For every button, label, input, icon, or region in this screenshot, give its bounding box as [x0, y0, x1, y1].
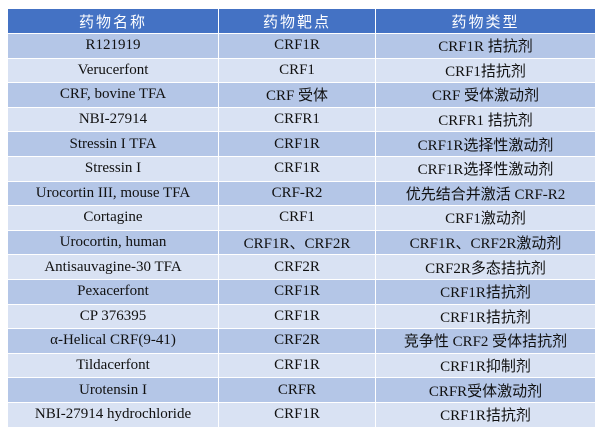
drug-type-cell: CRF1R、CRF2R激动剂 [375, 229, 596, 256]
header-drug-type: 药物类型 [375, 8, 596, 34]
drug-type-cell: 优先结合并激活 CRF-R2 [375, 180, 596, 207]
drug-type-cell: CRFR1 拮抗剂 [375, 106, 596, 133]
table-row: Cortagine CRF1 CRF1激动剂 [7, 205, 596, 231]
table-row: CP 376395 CRF1R CRF1R拮抗剂 [7, 303, 596, 330]
drug-name-cell: CRF, bovine TFA [7, 82, 219, 108]
drug-target-cell: CRF1R [218, 352, 376, 379]
drug-target-cell: CRF1R、CRF2R [218, 229, 376, 256]
drug-type-cell: CRF1R选择性激动剂 [375, 155, 596, 182]
drug-name-cell: Stressin I TFA [7, 131, 219, 157]
drug-target-cell: CRFR [218, 377, 376, 403]
drug-type-cell: CRF1拮抗剂 [375, 57, 596, 84]
table-row: NBI-27914 hydrochloride CRF1R CRF1R拮抗剂 [7, 401, 596, 428]
header-row: 药物名称 药物靶点 药物类型 [7, 8, 596, 34]
table-row: CRF, bovine TFA CRF 受体 CRF 受体激动剂 [7, 82, 596, 108]
table-row: Verucerfont CRF1 CRF1拮抗剂 [7, 57, 596, 84]
drug-name-cell: Stressin I [7, 155, 219, 182]
drug-type-cell: CRF1R抑制剂 [375, 352, 596, 379]
drug-target-cell: CRF2R [218, 254, 376, 280]
drug-type-cell: CRF1R拮抗剂 [375, 303, 596, 330]
drug-name-cell: Antisauvagine-30 TFA [7, 254, 219, 280]
table-row: R121919 CRF1R CRF1R 拮抗剂 [7, 33, 596, 59]
drug-name-cell: α-Helical CRF(9-41) [7, 328, 219, 354]
drug-type-cell: CRF1激动剂 [375, 205, 596, 231]
drug-type-cell: CRF1R 拮抗剂 [375, 33, 596, 59]
header-drug-target: 药物靶点 [218, 8, 376, 34]
drug-target-cell: CRF1R [218, 131, 376, 157]
table-row: Stressin I CRF1R CRF1R选择性激动剂 [7, 155, 596, 182]
drug-type-cell: CRF1R拮抗剂 [375, 278, 596, 305]
drug-type-cell: CRF1R拮抗剂 [375, 401, 596, 428]
drug-name-cell: Urotensin I [7, 377, 219, 403]
table-row: α-Helical CRF(9-41) CRF2R 竞争性 CRF2 受体拮抗剂 [7, 328, 596, 354]
drug-type-cell: 竞争性 CRF2 受体拮抗剂 [375, 328, 596, 354]
table-row: NBI-27914 CRFR1 CRFR1 拮抗剂 [7, 106, 596, 133]
drug-target-cell: CRF-R2 [218, 180, 376, 207]
drug-target-cell: CRF1 [218, 205, 376, 231]
drug-name-cell: NBI-27914 hydrochloride [7, 401, 219, 428]
drug-type-cell: CRF2R多态拮抗剂 [375, 254, 596, 280]
table-row: Stressin I TFA CRF1R CRF1R选择性激动剂 [7, 131, 596, 157]
table-row: Urocortin, human CRF1R、CRF2R CRF1R、CRF2R激动… [7, 229, 596, 256]
drug-name-cell: Cortagine [7, 205, 219, 231]
table-row: Pexacerfont CRF1R CRF1R拮抗剂 [7, 278, 596, 305]
drug-target-cell: CRF1R [218, 303, 376, 330]
drug-target-cell: CRF1R [218, 278, 376, 305]
drug-name-cell: R121919 [7, 33, 219, 59]
drug-name-cell: Urocortin III, mouse TFA [7, 180, 219, 207]
drug-target-cell: CRF1 [218, 57, 376, 84]
drug-table: 药物名称 药物靶点 药物类型 R121919 CRF1R CRF1R 拮抗剂 Veru… [7, 8, 596, 428]
drug-type-cell: CRFR受体激动剂 [375, 377, 596, 403]
drug-name-cell: Verucerfont [7, 57, 219, 84]
drug-name-cell: Pexacerfont [7, 278, 219, 305]
drug-target-cell: CRF1R [218, 155, 376, 182]
table-row: Antisauvagine-30 TFA CRF2R CRF2R多态拮抗剂 [7, 254, 596, 280]
drug-type-cell: CRF 受体激动剂 [375, 82, 596, 108]
drug-name-cell: Urocortin, human [7, 229, 219, 256]
header-drug-name: 药物名称 [7, 8, 219, 34]
drug-type-cell: CRF1R选择性激动剂 [375, 131, 596, 157]
table-row: Tildacerfont CRF1R CRF1R抑制剂 [7, 352, 596, 379]
drug-name-cell: CP 376395 [7, 303, 219, 330]
table-row: Urotensin I CRFR CRFR受体激动剂 [7, 377, 596, 403]
table-row: Urocortin III, mouse TFA CRF-R2 优先结合并激活 CR… [7, 180, 596, 207]
drug-target-cell: CRF2R [218, 328, 376, 354]
drug-name-cell: Tildacerfont [7, 352, 219, 379]
drug-target-cell: CRF1R [218, 401, 376, 428]
drug-target-cell: CRF 受体 [218, 82, 376, 108]
drug-target-cell: CRFR1 [218, 106, 376, 133]
drug-name-cell: NBI-27914 [7, 106, 219, 133]
drug-target-cell: CRF1R [218, 33, 376, 59]
